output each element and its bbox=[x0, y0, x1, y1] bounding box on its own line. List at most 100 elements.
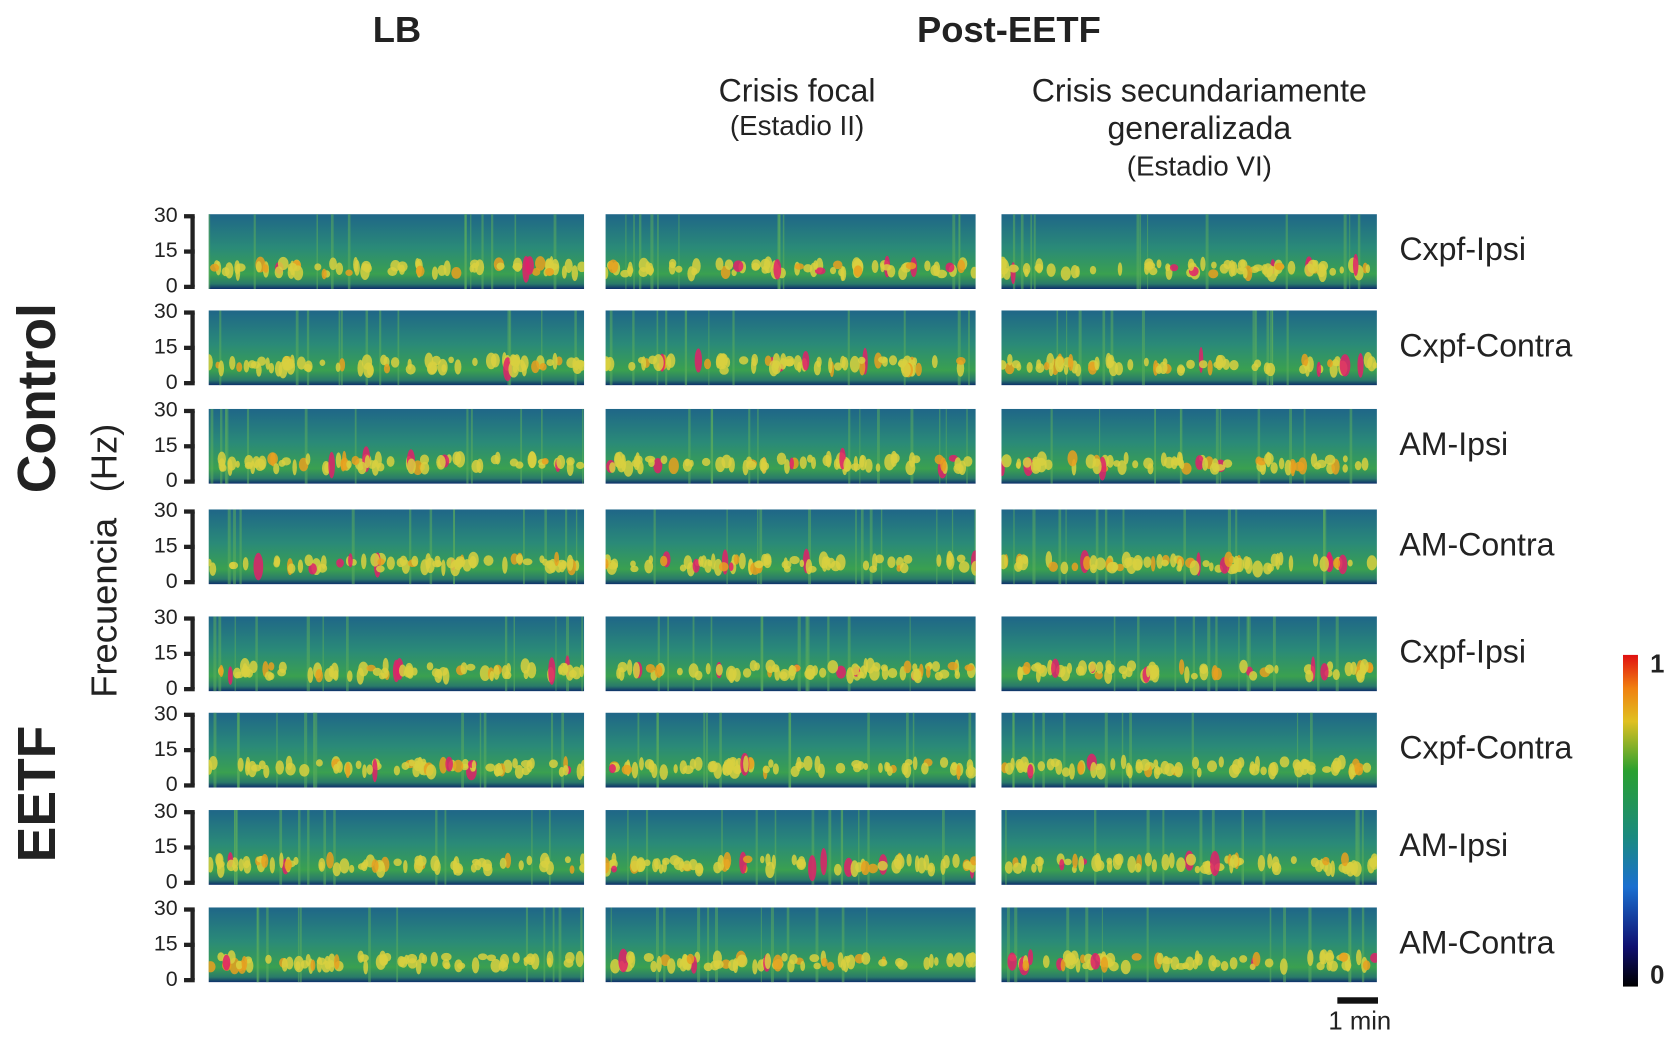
spectrogram-spot bbox=[1264, 453, 1274, 465]
spectrogram-spot bbox=[572, 357, 580, 370]
spectrogram-spot bbox=[1360, 659, 1369, 674]
spectrogram-spot bbox=[641, 356, 646, 370]
spectrogram-spot bbox=[564, 959, 574, 968]
spectrogram-spot bbox=[275, 361, 282, 377]
spectrogram-spot bbox=[1229, 764, 1240, 778]
spectrogram-spot bbox=[754, 663, 760, 671]
spectrogram-spot bbox=[1202, 560, 1209, 567]
spectrogram-spot bbox=[1118, 262, 1123, 276]
spectrogram-spot bbox=[861, 861, 870, 875]
spectrogram bbox=[999, 310, 1377, 385]
spectrogram-spot bbox=[853, 763, 861, 772]
spectrogram-spot bbox=[1051, 659, 1060, 678]
spectrogram-spot bbox=[1090, 953, 1100, 970]
spectrogram-spot bbox=[1343, 455, 1348, 462]
spectrogram-spot bbox=[268, 662, 274, 671]
spectrogram-spot bbox=[1255, 756, 1260, 771]
spectrogram-spot bbox=[609, 764, 616, 773]
spectrogram-spot bbox=[843, 956, 849, 972]
spectrogram-spot bbox=[924, 260, 930, 271]
y-axis-label: Frecuencia (Hz) bbox=[84, 424, 125, 698]
spectrogram bbox=[207, 810, 587, 885]
spectrogram-spot bbox=[827, 962, 834, 971]
spectrogram-spot bbox=[1373, 362, 1378, 369]
col-title: generalizada bbox=[1107, 110, 1291, 146]
spectrogram-spot bbox=[1150, 670, 1157, 679]
y-tick-label: 30 bbox=[154, 398, 178, 422]
spectrogram-spot bbox=[1222, 359, 1230, 370]
spectrogram-spot bbox=[1280, 958, 1288, 974]
spectrogram-spot bbox=[263, 264, 268, 273]
spectrogram bbox=[1000, 409, 1377, 484]
spectrogram-spot bbox=[318, 858, 325, 872]
col-stage: (Estadio II) bbox=[730, 110, 864, 141]
spectrogram-spot bbox=[539, 555, 544, 563]
spectrogram bbox=[603, 509, 980, 584]
spectrogram-spot bbox=[347, 670, 353, 681]
spectrogram-spot bbox=[1280, 756, 1290, 767]
spectrogram-spot bbox=[773, 763, 779, 774]
spectrogram-spot bbox=[690, 759, 696, 770]
spectrogram-spot bbox=[816, 357, 821, 368]
spectrogram-spot bbox=[522, 767, 530, 775]
spectrogram-spot bbox=[822, 455, 831, 466]
spectrogram-spot bbox=[1299, 365, 1307, 374]
spectrogram-spot bbox=[784, 557, 788, 569]
spectrogram-spot bbox=[245, 761, 250, 776]
spectrogram-spot bbox=[751, 358, 756, 374]
spectrogram-spot bbox=[1132, 559, 1142, 571]
spectrogram-spot bbox=[256, 261, 262, 272]
spectrogram-spot bbox=[1355, 461, 1362, 470]
spectrogram-spot bbox=[683, 459, 692, 472]
spectrogram-spot bbox=[329, 257, 337, 270]
spectrogram-spot bbox=[954, 952, 964, 967]
spectrogram bbox=[205, 907, 584, 982]
spectrogram-bg bbox=[209, 409, 585, 484]
spectrogram-spot bbox=[502, 665, 509, 679]
spectrogram-spot bbox=[248, 360, 256, 368]
spectrogram-spot bbox=[1174, 762, 1183, 777]
spectrogram-spot bbox=[278, 460, 285, 467]
spectrogram-spot bbox=[800, 961, 805, 971]
spectrogram-spot bbox=[554, 552, 559, 566]
colorbar-min: 0 bbox=[1650, 962, 1664, 990]
spectrogram-spot bbox=[850, 356, 860, 373]
spectrogram-spot bbox=[348, 553, 353, 567]
spectrogram-spot bbox=[1322, 857, 1329, 866]
spectrogram-spot bbox=[1077, 761, 1084, 775]
spectrogram-spot bbox=[765, 953, 771, 969]
spectrogram-spot bbox=[1027, 764, 1033, 779]
spectrogram-spot bbox=[336, 558, 344, 567]
spectrogram-spot bbox=[563, 765, 569, 775]
spectrogram-spot bbox=[1090, 762, 1097, 778]
spectrogram-spot bbox=[903, 555, 912, 564]
spectrogram-spot bbox=[760, 856, 764, 863]
spectrogram-spot bbox=[806, 559, 813, 574]
spectrogram-spot bbox=[1076, 666, 1085, 676]
spectrogram-spot bbox=[851, 463, 861, 471]
spectrogram-spot bbox=[363, 362, 374, 377]
spectrogram-spot bbox=[733, 958, 738, 973]
spectrogram-bg bbox=[1001, 616, 1377, 691]
spectrogram-spot bbox=[959, 561, 970, 573]
spectrogram-spot bbox=[219, 665, 223, 677]
spectrogram-spot bbox=[516, 554, 523, 564]
spectrogram-spot bbox=[657, 956, 662, 972]
spectrogram-spot bbox=[912, 357, 917, 365]
spectrogram-spot bbox=[384, 364, 390, 374]
spectrogram-spot bbox=[405, 665, 413, 677]
spectrogram-spot bbox=[408, 958, 418, 969]
spectrogram-spot bbox=[646, 664, 655, 673]
spectrogram-spot bbox=[1031, 460, 1041, 474]
spectrogram-spot bbox=[1096, 662, 1103, 674]
spectrogram-spot bbox=[1121, 755, 1127, 769]
spectrogram-spot bbox=[677, 958, 683, 968]
spectrogram-spot bbox=[725, 259, 733, 270]
spectrogram-spot bbox=[895, 958, 904, 967]
spectrogram-spot bbox=[878, 959, 887, 967]
spectrogram-spot bbox=[898, 361, 907, 368]
scale-bar bbox=[1337, 997, 1378, 1003]
spectrogram-spot bbox=[1195, 866, 1200, 873]
spectrogram-spot bbox=[362, 764, 367, 778]
y-tick-label: 0 bbox=[166, 468, 178, 492]
